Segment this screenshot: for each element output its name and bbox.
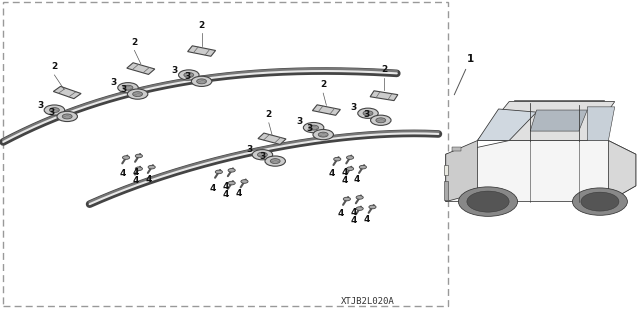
Circle shape (356, 196, 364, 199)
Circle shape (257, 152, 268, 157)
Circle shape (371, 115, 391, 125)
Text: 3: 3 (37, 101, 44, 110)
Circle shape (270, 159, 280, 164)
Circle shape (467, 191, 509, 212)
Circle shape (359, 165, 367, 169)
Text: 4: 4 (223, 190, 229, 199)
Circle shape (308, 125, 319, 130)
Text: 3: 3 (306, 124, 312, 133)
Circle shape (148, 165, 156, 169)
Circle shape (135, 167, 143, 171)
Circle shape (132, 92, 143, 97)
Text: 2: 2 (198, 21, 205, 30)
Text: 2: 2 (266, 110, 272, 119)
Text: 3: 3 (296, 117, 303, 126)
Polygon shape (530, 110, 588, 131)
Polygon shape (127, 63, 155, 74)
Polygon shape (258, 133, 286, 145)
Circle shape (265, 156, 285, 166)
Text: 3: 3 (246, 145, 253, 154)
Text: 2: 2 (51, 62, 58, 71)
Text: 4: 4 (210, 184, 216, 193)
Text: 4: 4 (145, 175, 152, 184)
Circle shape (343, 197, 351, 201)
Text: 2: 2 (381, 65, 387, 74)
Circle shape (356, 207, 364, 211)
Text: 3: 3 (351, 103, 357, 112)
Polygon shape (588, 107, 614, 141)
Circle shape (135, 154, 143, 158)
Circle shape (581, 192, 619, 211)
Circle shape (228, 168, 236, 172)
Circle shape (252, 150, 273, 160)
Text: 4: 4 (351, 208, 357, 217)
Circle shape (376, 118, 386, 123)
Text: 3: 3 (259, 152, 266, 161)
Text: 4: 4 (341, 168, 348, 177)
Circle shape (363, 111, 373, 116)
Text: 4: 4 (236, 189, 242, 198)
Polygon shape (444, 165, 448, 175)
Circle shape (191, 76, 212, 86)
Text: 4: 4 (364, 215, 370, 224)
Circle shape (44, 105, 65, 115)
Circle shape (196, 79, 207, 84)
Circle shape (127, 89, 148, 99)
Text: 3: 3 (120, 85, 127, 94)
Circle shape (57, 111, 77, 122)
Circle shape (62, 114, 72, 119)
Text: 4: 4 (351, 216, 357, 225)
Text: 4: 4 (132, 176, 139, 185)
Circle shape (228, 181, 236, 185)
Circle shape (303, 122, 324, 133)
Text: 3: 3 (363, 110, 369, 119)
Circle shape (346, 167, 354, 171)
Text: 4: 4 (223, 182, 229, 191)
Polygon shape (477, 102, 614, 141)
Circle shape (179, 70, 199, 80)
Text: XTJB2L020A: XTJB2L020A (341, 297, 395, 306)
Polygon shape (444, 181, 448, 199)
Circle shape (118, 83, 138, 93)
Text: 3: 3 (172, 66, 178, 75)
Circle shape (123, 85, 133, 90)
Circle shape (458, 187, 518, 216)
Text: 3: 3 (111, 78, 117, 87)
Polygon shape (452, 147, 461, 151)
Circle shape (313, 130, 333, 140)
Circle shape (318, 132, 328, 137)
Circle shape (184, 72, 194, 78)
Circle shape (49, 108, 60, 113)
Circle shape (358, 108, 378, 118)
Text: 2: 2 (320, 80, 326, 89)
Text: 2: 2 (131, 38, 138, 47)
Text: 4: 4 (328, 169, 335, 178)
Polygon shape (445, 141, 477, 202)
Polygon shape (53, 86, 81, 99)
Polygon shape (188, 46, 216, 56)
Text: 3: 3 (48, 108, 54, 117)
Polygon shape (609, 141, 636, 202)
Circle shape (333, 157, 341, 161)
Polygon shape (477, 109, 536, 141)
Text: 4: 4 (341, 176, 348, 185)
Circle shape (346, 156, 354, 160)
Text: 1: 1 (454, 54, 474, 95)
Text: 4: 4 (120, 169, 126, 178)
Text: 4: 4 (338, 209, 344, 218)
Text: 3: 3 (184, 72, 191, 81)
Text: 4: 4 (132, 168, 139, 177)
Polygon shape (445, 141, 636, 202)
Circle shape (241, 180, 248, 183)
Circle shape (369, 205, 376, 209)
Circle shape (573, 188, 627, 215)
Polygon shape (312, 105, 340, 115)
Text: 4: 4 (354, 175, 360, 184)
Circle shape (215, 170, 223, 174)
Circle shape (122, 156, 130, 160)
Polygon shape (370, 91, 398, 100)
